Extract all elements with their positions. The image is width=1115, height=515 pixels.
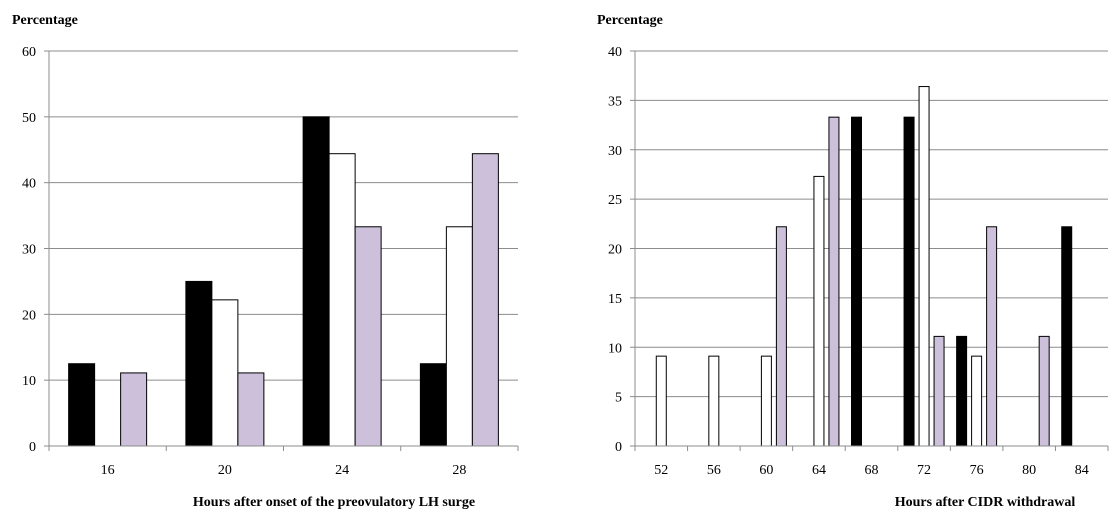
bars bbox=[68, 116, 499, 447]
bar-series-2 bbox=[211, 299, 239, 447]
y-axis-title: Percentage bbox=[12, 13, 78, 28]
bar-series-3 bbox=[933, 335, 945, 447]
bar-series-1 bbox=[302, 116, 330, 447]
x-axis-title: Hours after onset of the preovulatory LH… bbox=[193, 495, 475, 510]
bar-series-1 bbox=[185, 280, 213, 447]
x-axis-title: Hours after CIDR withdrawal bbox=[895, 495, 1076, 510]
y-tick-label: 60 bbox=[22, 45, 36, 60]
y-tick-label: 30 bbox=[608, 144, 622, 159]
x-tick-label: 20 bbox=[218, 463, 232, 478]
x-tick-label: 16 bbox=[101, 463, 115, 478]
y-tick-labels: 0 5 10 15 20 25 30 35 40 bbox=[608, 45, 622, 455]
x-tick-label: 56 bbox=[707, 463, 721, 478]
y-tick-labels: 0 10 20 30 40 50 60 bbox=[22, 45, 36, 455]
bar-series-2 bbox=[813, 175, 825, 447]
x-tick-label: 52 bbox=[654, 463, 668, 478]
y-tick-label: 35 bbox=[608, 94, 622, 109]
bar-series-3 bbox=[828, 116, 840, 447]
y-tick-label: 15 bbox=[608, 292, 622, 307]
bars bbox=[655, 86, 1073, 447]
axes bbox=[630, 50, 1109, 451]
y-tick-label: 10 bbox=[22, 374, 36, 389]
x-tick-label: 24 bbox=[335, 463, 349, 478]
y-tick-label: 20 bbox=[22, 308, 36, 323]
x-tick-label: 60 bbox=[759, 463, 773, 478]
bar-series-2 bbox=[971, 355, 983, 447]
bar-series-3 bbox=[1038, 335, 1050, 447]
x-tick-label: 76 bbox=[970, 463, 984, 478]
y-axis-title: Percentage bbox=[597, 13, 663, 28]
bar-series-2 bbox=[760, 355, 772, 447]
y-tick-label: 25 bbox=[608, 193, 622, 208]
bar-series-2 bbox=[445, 226, 473, 447]
bar-series-3 bbox=[120, 372, 148, 447]
bar-series-3 bbox=[775, 226, 787, 447]
chart-cidr-withdrawal: Percentage 0 5 10 15 20 25 30 35 40 52 56 60 64 68 72… bbox=[597, 13, 1109, 510]
y-tick-label: 10 bbox=[608, 341, 622, 356]
y-tick-label: 50 bbox=[22, 111, 36, 126]
y-tick-label: 30 bbox=[22, 243, 36, 258]
x-tick-labels: 52 56 60 64 68 72 76 80 84 bbox=[654, 463, 1088, 478]
bar-series-2 bbox=[708, 355, 720, 447]
bar-series-3 bbox=[354, 226, 382, 447]
bar-series-2 bbox=[655, 355, 667, 447]
y-tick-label: 40 bbox=[22, 177, 36, 192]
x-tick-label: 68 bbox=[865, 463, 879, 478]
bar-series-1 bbox=[903, 116, 915, 447]
y-tick-label: 40 bbox=[608, 45, 622, 60]
bar-series-1 bbox=[956, 335, 968, 447]
x-tick-label: 80 bbox=[1022, 463, 1036, 478]
x-tick-label: 28 bbox=[452, 463, 466, 478]
y-tick-label: 20 bbox=[608, 243, 622, 258]
y-tick-label: 5 bbox=[615, 391, 622, 406]
gridlines bbox=[635, 50, 1108, 398]
x-tick-label: 72 bbox=[917, 463, 931, 478]
axes bbox=[44, 50, 519, 451]
bar-series-1 bbox=[68, 363, 96, 447]
bar-series-1 bbox=[1061, 226, 1073, 447]
bar-series-2 bbox=[328, 153, 356, 447]
x-tick-labels: 16 20 24 28 bbox=[101, 463, 467, 478]
bar-series-3 bbox=[237, 372, 265, 447]
y-tick-label: 0 bbox=[615, 440, 622, 455]
bar-series-1 bbox=[419, 363, 447, 447]
bar-series-3 bbox=[471, 153, 499, 447]
y-tick-label: 0 bbox=[29, 440, 36, 455]
chart-lh-surge: Percentage 0 10 20 30 40 50 60 16 20 24 28 Hours … bbox=[12, 13, 519, 510]
bar-series-3 bbox=[986, 226, 998, 447]
bar-series-2 bbox=[918, 86, 930, 447]
bar-series-1 bbox=[851, 116, 862, 447]
x-tick-label: 64 bbox=[812, 463, 826, 478]
x-tick-label: 84 bbox=[1075, 463, 1089, 478]
